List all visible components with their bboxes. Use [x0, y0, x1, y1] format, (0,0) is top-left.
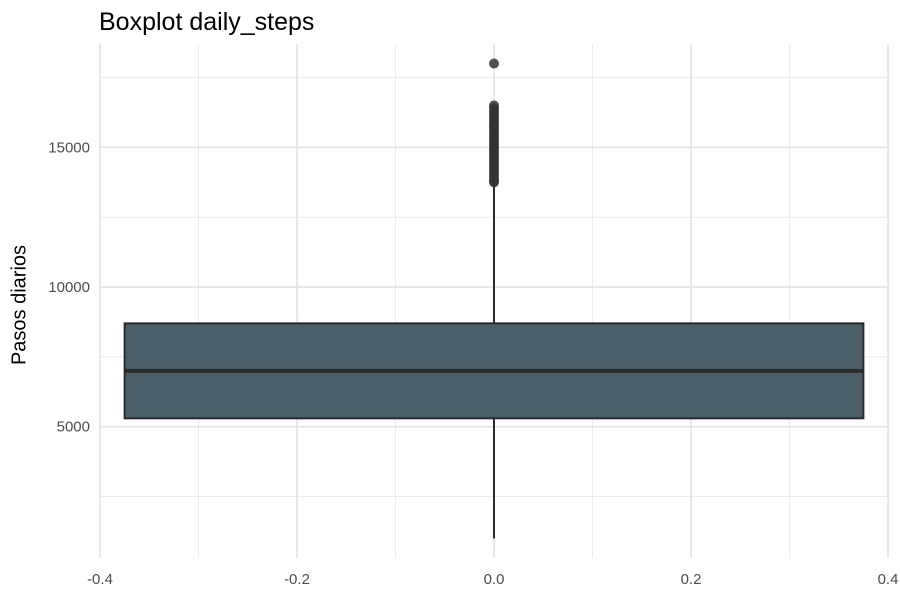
y-tick-label: 10000	[48, 279, 90, 296]
chart-title: Boxplot daily_steps	[99, 8, 315, 36]
x-tick-label: 0.4	[878, 571, 899, 588]
outlier-point	[489, 58, 499, 69]
x-tick-label: -0.2	[284, 571, 310, 588]
x-tick-label: -0.4	[87, 571, 113, 588]
x-tick-label: 0.2	[681, 571, 702, 588]
y-tick-label: 15000	[48, 139, 90, 156]
x-tick-label: 0.0	[484, 571, 505, 588]
y-tick-label: 5000	[57, 419, 90, 436]
outlier-point	[489, 100, 499, 111]
